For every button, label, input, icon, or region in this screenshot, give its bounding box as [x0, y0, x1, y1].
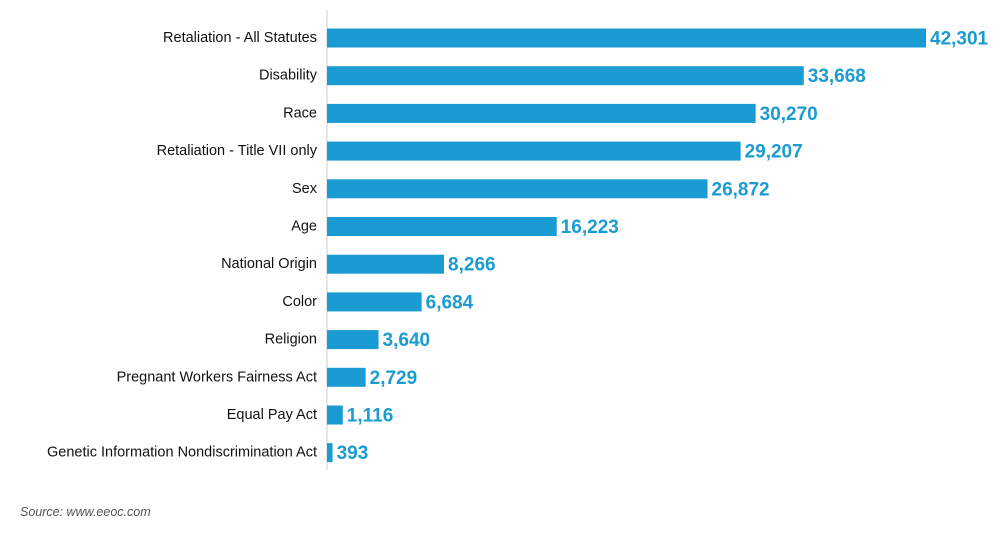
bar-chart: Retaliation - All Statutes 42,301 Disabili… — [47, 10, 989, 470]
value-label: 6,684 — [426, 292, 474, 313]
bar — [327, 254, 445, 274]
bar — [327, 179, 708, 199]
category-label: Genetic Information Nondiscrimination Ac… — [47, 445, 317, 461]
category-label: Sex — [292, 181, 318, 197]
source-note: Source: www.eeoc.com — [20, 505, 151, 519]
bar — [327, 405, 343, 425]
bar — [327, 141, 741, 161]
category-label: National Origin — [221, 256, 317, 272]
category-label: Pregnant Workers Fairness Act — [117, 369, 317, 385]
value-label: 393 — [337, 443, 369, 464]
bar — [327, 103, 756, 123]
category-label: Retaliation - All Statutes — [163, 30, 317, 46]
value-label: 33,668 — [808, 66, 866, 87]
value-label: 1,116 — [347, 406, 394, 427]
value-label: 42,301 — [930, 29, 989, 50]
category-label: Equal Pay Act — [227, 407, 317, 423]
category-label: Religion — [265, 332, 317, 348]
bar — [327, 217, 557, 236]
bar — [327, 292, 422, 312]
bar — [327, 66, 804, 86]
category-label: Color — [282, 294, 317, 310]
value-label: 26,872 — [712, 179, 770, 200]
category-label: Disability — [259, 68, 318, 84]
value-label: 30,270 — [760, 104, 818, 125]
bars: Retaliation - All Statutes 42,301 Disabili… — [47, 28, 989, 464]
category-label: Age — [291, 219, 317, 235]
value-label: 2,729 — [370, 368, 418, 389]
bar — [327, 28, 926, 48]
value-label: 16,223 — [561, 217, 619, 238]
value-label: 8,266 — [448, 255, 496, 276]
bar — [327, 330, 379, 350]
value-label: 3,640 — [383, 330, 431, 351]
bar — [327, 443, 333, 463]
bar — [327, 367, 366, 387]
category-label: Retaliation - Title VII only — [157, 143, 318, 159]
value-label: 29,207 — [745, 142, 803, 163]
category-label: Race — [283, 105, 317, 121]
